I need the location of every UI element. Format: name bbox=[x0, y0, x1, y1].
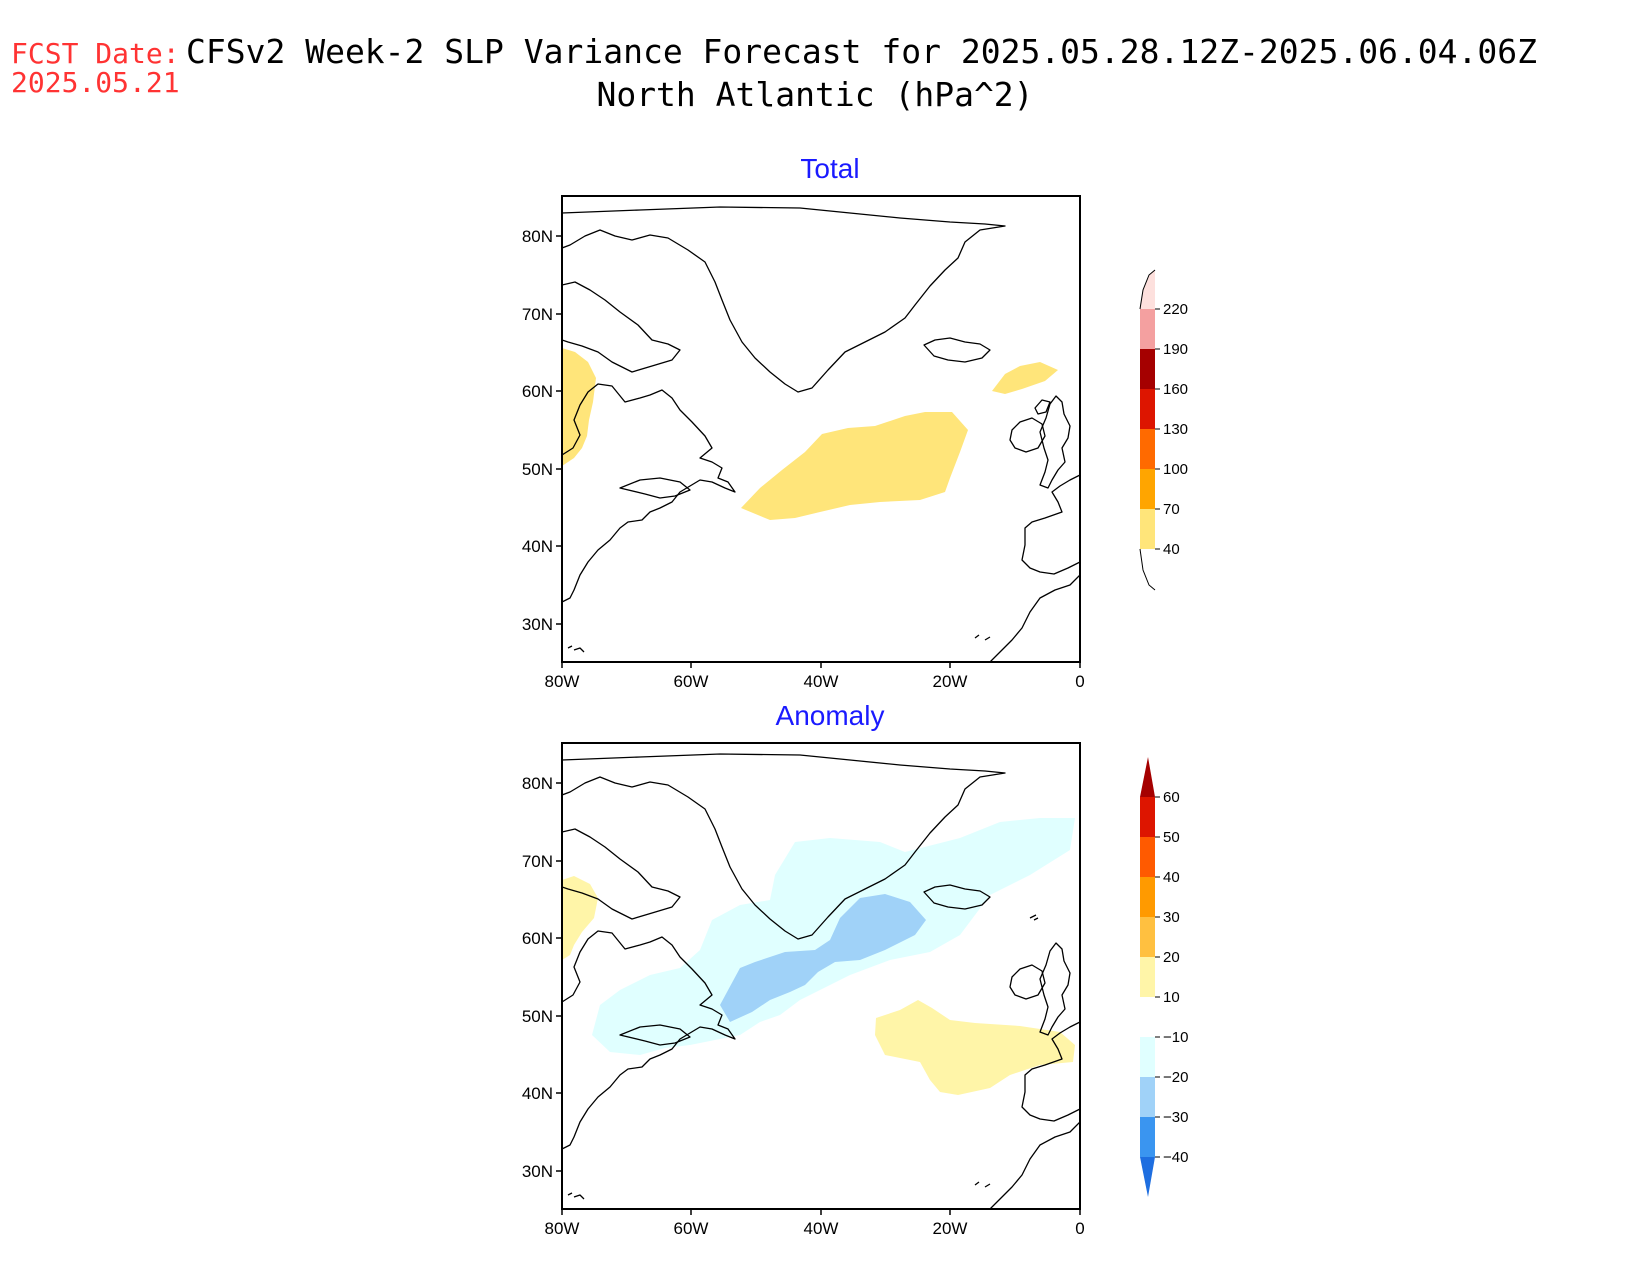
anomaly-colorbar-upper-tip bbox=[1140, 757, 1155, 797]
total-colorbar-swatch bbox=[1140, 349, 1155, 389]
total-colorbar-label: 70 bbox=[1163, 501, 1180, 518]
anomaly-colorbar-lower-tip bbox=[1140, 1157, 1155, 1197]
total-panel: Total bbox=[522, 153, 1188, 691]
anomaly-colorbar-label: 30 bbox=[1163, 909, 1180, 926]
anomaly-colorbar: 60 50 40 30 20 10 −10 −20 −30 −40 bbox=[1140, 757, 1188, 1197]
total-lat-label: 80N bbox=[522, 227, 553, 246]
anomaly-shading bbox=[562, 753, 1080, 1209]
anomaly-lon-label: 20W bbox=[933, 1219, 968, 1238]
anomaly-lon-axis bbox=[561, 1209, 1081, 1215]
figure-title: CFSv2 Week-2 SLP Variance Forecast for 2… bbox=[186, 32, 1537, 71]
total-shade-midatlantic bbox=[741, 412, 968, 520]
total-colorbar-swatch bbox=[1140, 509, 1155, 549]
total-colorbar: 220 190 160 130 100 70 40 bbox=[1139, 269, 1188, 591]
total-colorbar-label: 220 bbox=[1163, 301, 1188, 318]
anomaly-lon-label: 0 bbox=[1075, 1219, 1084, 1238]
anomaly-lat-label: 80N bbox=[522, 774, 553, 793]
anomaly-lon-label: 60W bbox=[674, 1219, 709, 1238]
anomaly-colorbar-label: −10 bbox=[1163, 1029, 1188, 1046]
anomaly-lat-label: 60N bbox=[522, 929, 553, 948]
total-lon-label: 20W bbox=[933, 672, 968, 691]
anomaly-lat-label: 40N bbox=[522, 1084, 553, 1103]
total-lon-label: 60W bbox=[674, 672, 709, 691]
figure-subtitle: North Atlantic (hPa^2) bbox=[596, 75, 1033, 114]
anomaly-colorbar-swatch bbox=[1140, 1037, 1155, 1077]
total-lat-label: 60N bbox=[522, 382, 553, 401]
anomaly-colorbar-label: −40 bbox=[1163, 1149, 1188, 1166]
anomaly-lat-label: 30N bbox=[522, 1162, 553, 1181]
total-colorbar-label: 190 bbox=[1163, 341, 1188, 358]
total-colorbar-label: 40 bbox=[1163, 541, 1180, 558]
total-colorbar-swatch bbox=[1140, 429, 1155, 469]
total-colorbar-upper-tip bbox=[1140, 270, 1155, 309]
anomaly-colorbar-label: 10 bbox=[1163, 989, 1180, 1006]
anomaly-colorbar-swatch bbox=[1140, 1117, 1155, 1157]
anomaly-colorbar-swatch bbox=[1140, 797, 1155, 837]
total-lon-axis bbox=[561, 662, 1081, 668]
anomaly-lat-label: 50N bbox=[522, 1007, 553, 1026]
anomaly-colorbar-label: 40 bbox=[1163, 869, 1180, 886]
panel-title-total: Total bbox=[800, 153, 859, 184]
total-colorbar-swatch bbox=[1140, 469, 1155, 509]
total-colorbar-label: 130 bbox=[1163, 421, 1188, 438]
total-map-frame bbox=[561, 195, 1081, 663]
total-lat-label: 40N bbox=[522, 537, 553, 556]
panel-title-anomaly: Anomaly bbox=[776, 700, 885, 731]
total-lat-axis bbox=[556, 235, 562, 625]
total-colorbar-swatch bbox=[1140, 389, 1155, 429]
anomaly-panel: Anomaly bbox=[522, 700, 1189, 1238]
total-colorbar-label: 100 bbox=[1163, 461, 1188, 478]
anomaly-shade-blue bbox=[720, 894, 926, 1022]
anomaly-lon-label: 80W bbox=[545, 1219, 580, 1238]
anomaly-coastlines bbox=[562, 753, 1080, 1209]
anomaly-colorbar-label: −20 bbox=[1163, 1069, 1188, 1086]
anomaly-colorbar-swatch bbox=[1140, 917, 1155, 957]
total-colorbar-lower-tip bbox=[1139, 548, 1156, 591]
total-colorbar-label: 160 bbox=[1163, 381, 1188, 398]
anomaly-lon-label: 40W bbox=[804, 1219, 839, 1238]
total-lon-label: 80W bbox=[545, 672, 580, 691]
total-lon-label: 40W bbox=[804, 672, 839, 691]
total-coastlines bbox=[562, 206, 1080, 662]
total-shading bbox=[562, 206, 1080, 662]
anomaly-colorbar-swatch bbox=[1140, 1077, 1155, 1117]
anomaly-colorbar-label: 50 bbox=[1163, 829, 1180, 846]
total-shade-northeast bbox=[992, 362, 1058, 394]
anomaly-shade-labrador bbox=[562, 876, 598, 960]
total-lat-label: 70N bbox=[522, 305, 553, 324]
fcst-date-value: 2025.05.21 bbox=[11, 66, 180, 99]
total-lon-label: 0 bbox=[1075, 672, 1084, 691]
anomaly-shade-east bbox=[875, 1000, 1075, 1095]
total-lat-label: 50N bbox=[522, 460, 553, 479]
total-lat-label: 30N bbox=[522, 615, 553, 634]
anomaly-colorbar-label: 20 bbox=[1163, 949, 1180, 966]
anomaly-lat-label: 70N bbox=[522, 852, 553, 871]
anomaly-lat-axis bbox=[556, 782, 562, 1172]
anomaly-colorbar-swatch bbox=[1140, 997, 1155, 1037]
fcst-date-label: FCST Date: bbox=[11, 37, 180, 70]
total-colorbar-swatch bbox=[1140, 309, 1155, 349]
anomaly-colorbar-swatch bbox=[1140, 877, 1155, 917]
anomaly-colorbar-swatch bbox=[1140, 957, 1155, 997]
anomaly-colorbar-label: 60 bbox=[1163, 789, 1180, 806]
anomaly-colorbar-swatch bbox=[1140, 837, 1155, 877]
anomaly-colorbar-label: −30 bbox=[1163, 1109, 1188, 1126]
